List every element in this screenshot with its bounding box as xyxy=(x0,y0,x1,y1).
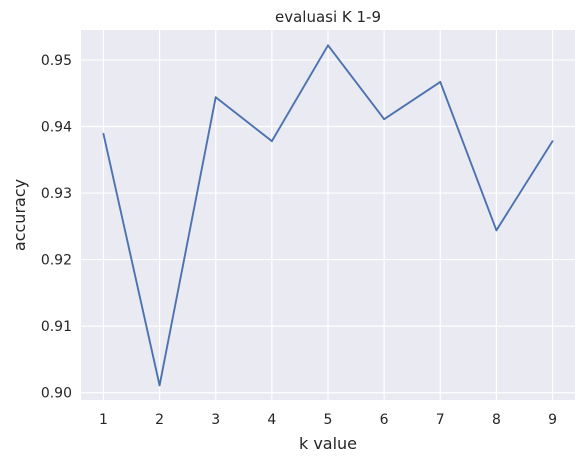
data-point xyxy=(383,118,386,121)
x-tick-label: 3 xyxy=(211,412,220,428)
x-tick-label: 6 xyxy=(380,412,389,428)
grid xyxy=(81,30,575,400)
x-tick-label: 4 xyxy=(267,412,276,428)
x-tick-label: 7 xyxy=(436,412,445,428)
data-point xyxy=(102,132,105,135)
y-tick-label: 0.95 xyxy=(41,53,72,69)
data-point xyxy=(327,44,329,47)
data-point xyxy=(270,140,273,143)
x-tick-label: 8 xyxy=(492,412,501,428)
y-tick-label: 0.94 xyxy=(41,119,72,135)
y-axis-label: accuracy xyxy=(10,179,29,251)
data-point xyxy=(551,140,554,143)
data-point xyxy=(495,229,498,232)
x-tick-label: 1 xyxy=(99,412,108,428)
x-tick-label: 2 xyxy=(155,412,164,428)
data-point xyxy=(214,96,217,99)
y-tick-label: 0.90 xyxy=(41,386,72,402)
y-tick-label: 0.93 xyxy=(41,186,72,202)
x-tick-label: 5 xyxy=(324,412,333,428)
x-axis-label: k value xyxy=(299,434,357,453)
y-tick-label: 0.91 xyxy=(41,319,72,335)
y-tick-label: 0.92 xyxy=(41,253,72,269)
chart-title: evaluasi K 1-9 xyxy=(275,8,381,26)
series-group xyxy=(102,44,554,387)
data-point xyxy=(439,81,442,83)
x-tick-label: 9 xyxy=(548,412,557,428)
tick-labels: 1 2 3 4 5 6 7 8 9 0.90 0.91 0.92 0.93 0.94 0.95 xyxy=(41,53,557,428)
data-point xyxy=(158,384,161,387)
